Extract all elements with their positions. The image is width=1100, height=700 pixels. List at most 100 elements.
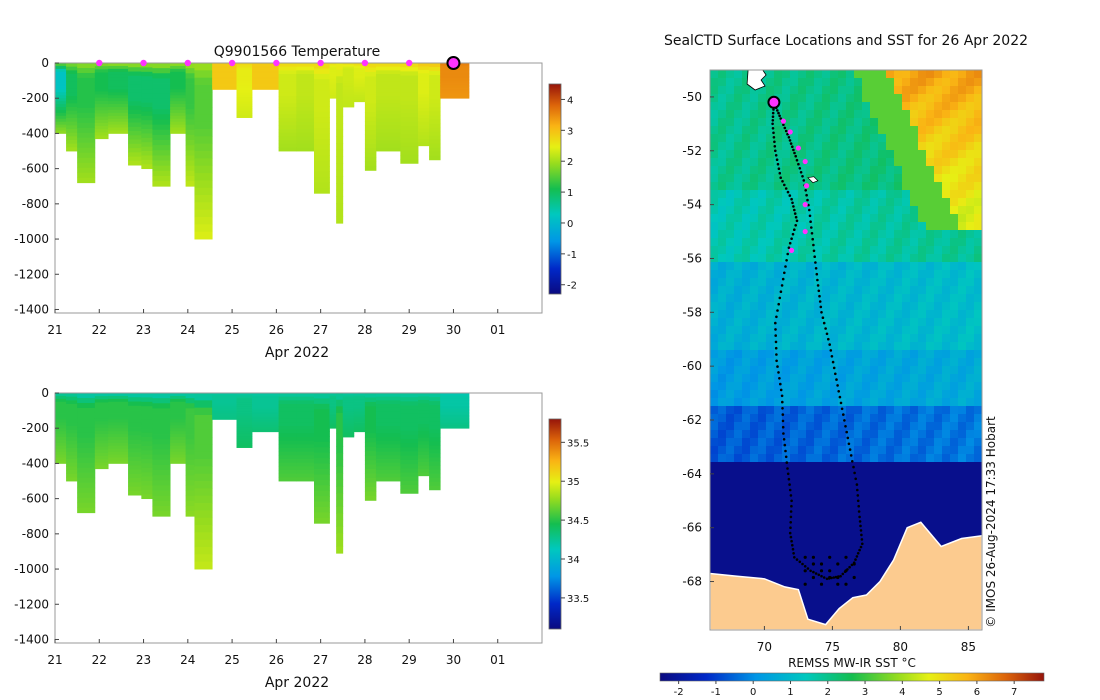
sst-cell (926, 294, 935, 303)
sst-cell (790, 446, 799, 455)
sst-cell (814, 406, 823, 415)
sst-cell (934, 326, 943, 335)
sst-cell (958, 150, 967, 159)
section-cell (329, 71, 337, 74)
surface-position (789, 247, 795, 253)
sst-cell (966, 126, 975, 135)
section-cell (342, 415, 355, 418)
sst-cell (942, 238, 951, 247)
sst-cell (854, 70, 863, 79)
sst-cell (710, 102, 719, 111)
section-cell (336, 506, 344, 514)
sst-cell (974, 390, 982, 399)
sst-cell (758, 262, 767, 271)
lat-tick-label: -56 (682, 251, 702, 265)
sst-cell (718, 310, 727, 319)
section-cell (400, 464, 419, 469)
sst-cell (790, 294, 799, 303)
sst-cell (838, 278, 847, 287)
section-cell (185, 393, 195, 399)
section-cell (185, 124, 195, 131)
sst-cell (734, 254, 743, 263)
section-cell (152, 170, 171, 177)
sst-cell (822, 374, 831, 383)
sst-cell (758, 214, 767, 223)
sst-cell (958, 462, 967, 471)
section-cell (108, 451, 129, 456)
surface-marker (317, 59, 324, 67)
sst-cell (742, 150, 751, 159)
sst-cell (798, 406, 807, 415)
temperature-x-label: Apr 2022 (265, 345, 329, 361)
sst-cell (942, 422, 951, 431)
sst-cell (726, 214, 735, 223)
sst-cell (718, 486, 727, 495)
section-cell (364, 419, 377, 425)
surface-positions (767, 95, 810, 253)
sst-cell (806, 486, 815, 495)
sst-cell (974, 270, 982, 279)
sst-cell (758, 414, 767, 423)
sst-cell (742, 102, 751, 111)
section-cell (314, 458, 330, 464)
sst-cell (782, 150, 791, 159)
sst-cell (878, 110, 887, 119)
section-cell (94, 393, 109, 397)
sst-cell (926, 422, 935, 431)
sst-cell (926, 94, 935, 103)
sst-cell (734, 494, 743, 503)
section-cell (66, 444, 78, 449)
sst-cell (782, 174, 791, 183)
sst-cell (918, 494, 927, 503)
section-cell (77, 452, 96, 459)
section-cell (336, 453, 344, 461)
section-cell (66, 136, 78, 141)
sst-cell (910, 382, 919, 391)
section-cell (128, 473, 142, 479)
sst-cell (782, 558, 791, 567)
section-cell (236, 90, 253, 93)
section-cell (329, 420, 337, 423)
sst-cell (886, 446, 895, 455)
sst-cell (974, 454, 982, 463)
sst-cell (718, 286, 727, 295)
section-cell (400, 129, 419, 135)
sst-cell (846, 238, 855, 247)
sst-cell (950, 126, 959, 135)
sst-cell (974, 318, 982, 327)
sst-cell (878, 494, 887, 503)
sst-cell (806, 478, 815, 487)
sst-cell (822, 318, 831, 327)
section-cell (152, 495, 171, 502)
section-cell (128, 410, 142, 415)
sst-cell (910, 462, 919, 471)
section-cell (400, 92, 419, 97)
section-cell (128, 160, 142, 166)
sst-cell (966, 374, 975, 383)
sst-cell (878, 374, 887, 383)
track-point (771, 115, 775, 118)
sst-cell (830, 590, 839, 599)
sst-cell (806, 430, 815, 439)
x-tick-label: 24 (180, 653, 195, 667)
section-cell (296, 407, 315, 412)
section-cell (170, 425, 187, 429)
sst-cell (710, 142, 719, 151)
sst-cell (926, 238, 935, 247)
section-cell (194, 70, 213, 79)
sst-cell (726, 414, 735, 423)
sst-cell (766, 526, 775, 535)
sst-cell (726, 118, 735, 127)
sst-cell (742, 118, 751, 127)
section-cell (296, 418, 315, 423)
sst-cell (974, 366, 982, 375)
section-cell (55, 401, 67, 406)
section-cell (375, 121, 401, 126)
track-point (790, 237, 793, 240)
sst-cell (710, 398, 719, 407)
section-cell (194, 451, 213, 460)
sst-cell (942, 174, 951, 183)
sst-cell (942, 398, 951, 407)
section-cell (278, 418, 297, 423)
track-point (820, 311, 823, 314)
